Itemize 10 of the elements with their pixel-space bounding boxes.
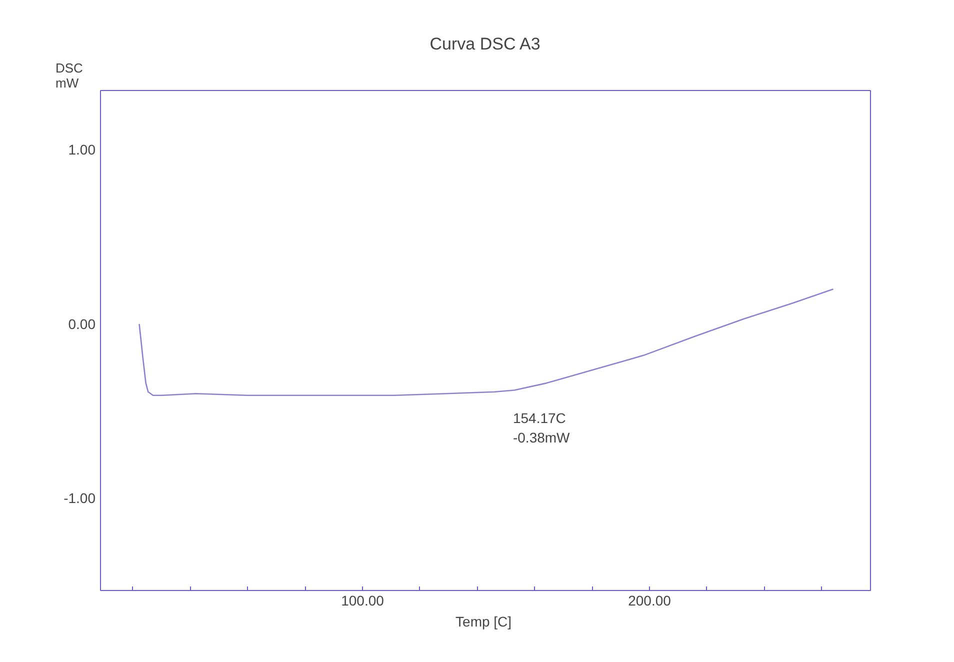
annotation: 154.17C -0.38mW [512,410,571,446]
x-tick-label: 200.00 [628,592,672,608]
y-tick-label: 0.00 [68,316,96,332]
x-tick-label: 100.00 [341,592,384,608]
y-tick-label: -1.00 [64,490,96,506]
x-axis-title: Temp [C] [456,614,512,630]
y-axis-title: DSC mW [56,60,83,90]
line-series [138,288,834,396]
chart-title: Curva DSC A3 [430,34,540,54]
y-tick-label: 1.00 [68,142,96,158]
